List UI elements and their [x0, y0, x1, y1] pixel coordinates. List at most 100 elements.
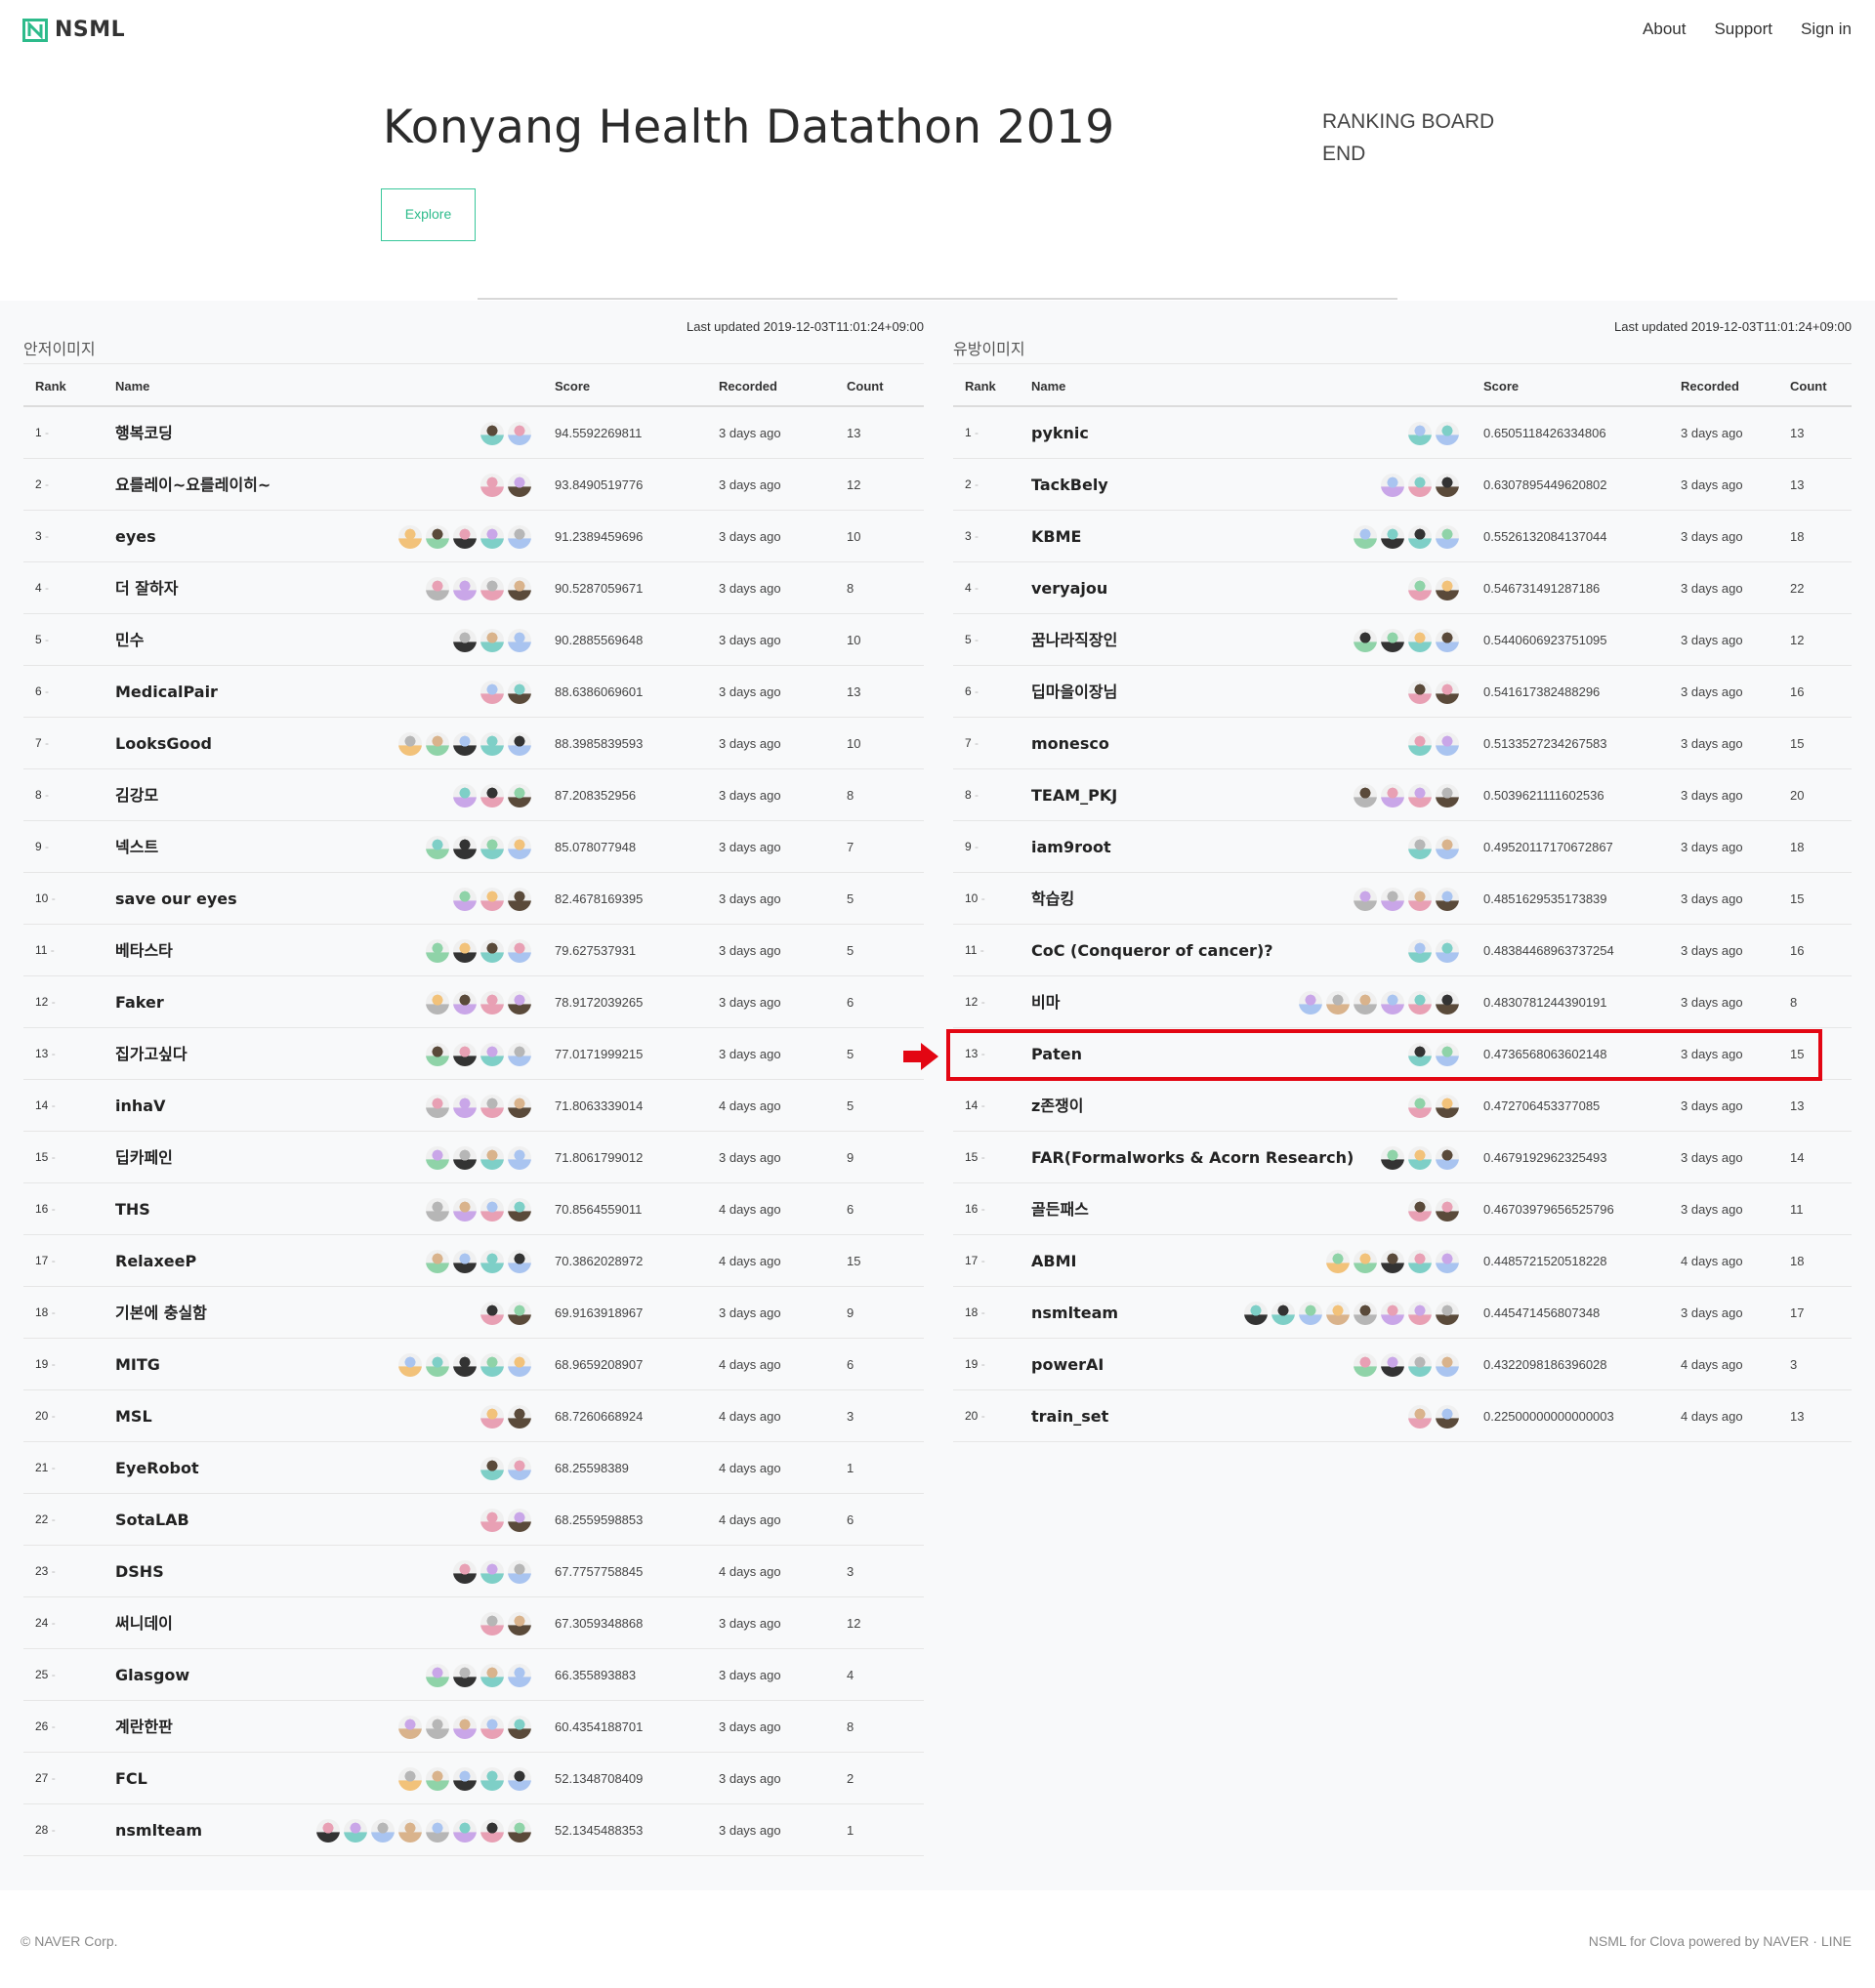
team-name[interactable]: Glasgow: [115, 1666, 190, 1684]
avatar[interactable]: [426, 524, 449, 549]
avatar[interactable]: [426, 1352, 449, 1377]
col-count-header[interactable]: Count: [847, 379, 884, 393]
avatar[interactable]: [508, 1301, 531, 1325]
team-name[interactable]: Faker: [115, 993, 164, 1012]
team-name[interactable]: 꿈나라직장인: [1031, 631, 1118, 649]
table-row[interactable]: 3 KBME 0.5526132084137044 3 days ago 18: [953, 511, 1852, 562]
avatar[interactable]: [1408, 524, 1432, 549]
avatar[interactable]: [480, 421, 504, 445]
avatar[interactable]: [508, 1663, 531, 1687]
avatar[interactable]: [1436, 1042, 1459, 1066]
team-name[interactable]: 집가고싶다: [115, 1045, 188, 1063]
team-name[interactable]: CoC (Conqueror of cancer)?: [1031, 941, 1273, 960]
col-rank-header[interactable]: Rank: [35, 379, 66, 393]
avatar[interactable]: [480, 524, 504, 549]
team-name[interactable]: monesco: [1031, 734, 1109, 753]
avatar[interactable]: [453, 1145, 477, 1170]
table-row[interactable]: 11 베타스타 79.627537931 3 days ago 5: [23, 925, 924, 976]
avatar[interactable]: [480, 1352, 504, 1377]
team-name[interactable]: MSL: [115, 1407, 152, 1426]
table-row[interactable]: 6 딥마을이장님 0.541617382488296 3 days ago 16: [953, 666, 1852, 718]
table-row[interactable]: 22 SotaLAB 68.2559598853 4 days ago 6: [23, 1494, 924, 1546]
table-row[interactable]: 7 LooksGood 88.3985839593 3 days ago 10: [23, 718, 924, 769]
avatar[interactable]: [1354, 1301, 1377, 1325]
table-row[interactable]: 20 MSL 68.7260668924 4 days ago 3: [23, 1390, 924, 1442]
col-rank-header[interactable]: Rank: [965, 379, 996, 393]
team-name[interactable]: 학습킹: [1031, 890, 1075, 908]
team-name[interactable]: MITG: [115, 1355, 160, 1374]
avatar[interactable]: [480, 1197, 504, 1222]
avatar[interactable]: [426, 1197, 449, 1222]
team-name[interactable]: iam9root: [1031, 838, 1111, 856]
avatar[interactable]: [480, 576, 504, 601]
table-row[interactable]: 16 THS 70.8564559011 4 days ago 6: [23, 1183, 924, 1235]
avatar[interactable]: [1354, 783, 1377, 808]
table-row[interactable]: 13 Paten 0.4736568063602148 3 days ago 15: [953, 1028, 1852, 1080]
avatar[interactable]: [480, 473, 504, 497]
avatar[interactable]: [1408, 990, 1432, 1015]
avatar[interactable]: [508, 1249, 531, 1273]
avatar[interactable]: [508, 1094, 531, 1118]
team-name[interactable]: RelaxeeP: [115, 1252, 197, 1270]
avatar[interactable]: [508, 887, 531, 911]
table-row[interactable]: 21 EyeRobot 68.25598389 4 days ago 1: [23, 1442, 924, 1494]
team-name[interactable]: 행복코딩: [115, 424, 173, 442]
table-row[interactable]: 5 꿈나라직장인 0.5440606923751095 3 days ago 12: [953, 614, 1852, 666]
avatar[interactable]: [1408, 576, 1432, 601]
avatar[interactable]: [1326, 990, 1350, 1015]
table-row[interactable]: 23 DSHS 67.7757758845 4 days ago 3: [23, 1546, 924, 1597]
table-row[interactable]: 12 비마 0.4830781244390191 3 days ago 8: [953, 976, 1852, 1028]
avatar[interactable]: [480, 628, 504, 652]
avatar[interactable]: [1381, 473, 1404, 497]
avatar[interactable]: [453, 1249, 477, 1273]
avatar[interactable]: [426, 990, 449, 1015]
nsml-logo[interactable]: NSML: [22, 18, 125, 42]
table-row[interactable]: 4 더 잘하자 90.5287059671 3 days ago 8: [23, 562, 924, 614]
nav-signin-link[interactable]: Sign in: [1801, 20, 1852, 38]
table-row[interactable]: 2 TackBely 0.6307895449620802 3 days ago 13: [953, 459, 1852, 511]
table-row[interactable]: 16 골든패스 0.46703979656525796 3 days ago 11: [953, 1183, 1852, 1235]
avatar[interactable]: [398, 524, 422, 549]
team-name[interactable]: 요를레이~요를레이히~: [115, 476, 271, 494]
avatar[interactable]: [1408, 938, 1432, 963]
avatar[interactable]: [453, 1197, 477, 1222]
col-count-header[interactable]: Count: [1790, 379, 1827, 393]
table-row[interactable]: 19 powerAI 0.4322098186396028 4 days ago 3: [953, 1339, 1852, 1390]
table-row[interactable]: 1 pyknic 0.6505118426334806 3 days ago 13: [953, 407, 1852, 459]
avatar[interactable]: [508, 1818, 531, 1843]
avatar[interactable]: [508, 576, 531, 601]
avatar[interactable]: [480, 1249, 504, 1273]
team-name[interactable]: 넥스트: [115, 838, 159, 856]
avatar[interactable]: [1381, 1301, 1404, 1325]
table-row[interactable]: 9 iam9root 0.49520117170672867 3 days ago 18: [953, 821, 1852, 873]
avatar[interactable]: [508, 524, 531, 549]
team-name[interactable]: 써니데이: [115, 1614, 173, 1633]
avatar[interactable]: [480, 938, 504, 963]
avatar[interactable]: [1381, 1352, 1404, 1377]
avatar[interactable]: [1436, 1301, 1459, 1325]
avatar[interactable]: [1244, 1301, 1268, 1325]
avatar[interactable]: [453, 835, 477, 859]
team-name[interactable]: FCL: [115, 1769, 147, 1788]
team-name[interactable]: 기본에 충실함: [115, 1304, 207, 1322]
avatar[interactable]: [1408, 1249, 1432, 1273]
table-row[interactable]: 18 nsmlteam 0.445471456807348 3 days ago 17: [953, 1287, 1852, 1339]
avatar[interactable]: [316, 1818, 340, 1843]
avatar[interactable]: [453, 938, 477, 963]
avatar[interactable]: [344, 1818, 367, 1843]
table-row[interactable]: 17 ABMI 0.4485721520518228 4 days ago 18: [953, 1235, 1852, 1287]
avatar[interactable]: [1299, 1301, 1322, 1325]
explore-button[interactable]: Explore: [381, 188, 476, 241]
avatar[interactable]: [398, 731, 422, 756]
avatar[interactable]: [453, 576, 477, 601]
avatar[interactable]: [1436, 1352, 1459, 1377]
team-name[interactable]: nsmlteam: [115, 1821, 203, 1840]
team-name[interactable]: z존쟁이: [1031, 1097, 1084, 1115]
avatar[interactable]: [1436, 1249, 1459, 1273]
avatar[interactable]: [508, 731, 531, 756]
avatar[interactable]: [480, 1094, 504, 1118]
avatar[interactable]: [1436, 887, 1459, 911]
avatar[interactable]: [1408, 1042, 1432, 1066]
team-name[interactable]: MedicalPair: [115, 683, 218, 701]
team-name[interactable]: 비마: [1031, 993, 1061, 1012]
